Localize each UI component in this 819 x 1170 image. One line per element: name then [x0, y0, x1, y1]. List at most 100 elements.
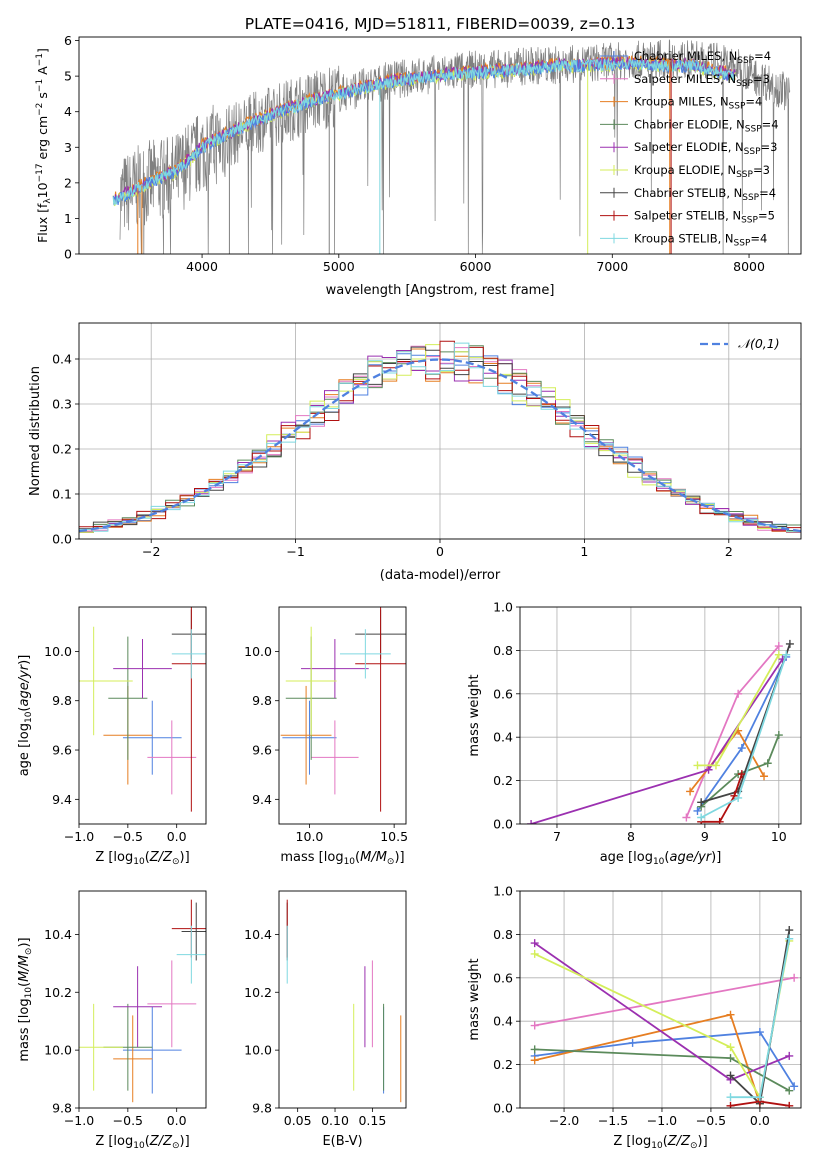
weight-marker	[697, 813, 706, 822]
weight-marker	[734, 689, 743, 698]
y-tick-label: 9.6	[52, 743, 72, 758]
legend-entry: Salpeter STELIB, NSSP=5	[634, 209, 775, 226]
label-part: (	[663, 1134, 668, 1149]
legend-entry: Kroupa ELODIE, NSSP=3	[634, 163, 770, 180]
x-axis-label: wavelength [Angstrom, rest frame]	[326, 283, 555, 298]
label-part: Kroupa MILES, N	[634, 95, 729, 109]
weight-marker	[726, 1054, 735, 1063]
label-part: )]	[394, 850, 404, 865]
x-axis-label: mass [log10(M/M⊙)]	[280, 850, 404, 867]
weight-marker	[530, 1045, 539, 1054]
x-tick-label: 7	[553, 829, 561, 844]
x-tick-label: 0.15	[358, 1113, 386, 1128]
label-part: M/M	[17, 955, 32, 982]
x-tick-label: 10	[771, 829, 787, 844]
label-part: Chabrier MILES, N	[634, 49, 737, 63]
label-part: =4	[750, 231, 767, 245]
panel-age_mass: 10.0 10.5 9.4 9.6 9.8 10.0 mass [log10(M/M⊙)]	[244, 606, 408, 867]
x-tick-label: 9	[701, 829, 709, 844]
y-tick-label: 9.8	[52, 1101, 72, 1116]
y-tick-label: 0.0	[493, 817, 513, 832]
label-part: 10	[24, 711, 34, 723]
weight-marker	[527, 820, 536, 824]
plot-area	[79, 899, 206, 1103]
label-part: −1	[35, 53, 45, 66]
panel-residuals: −2 −1 0 1 2 0.0 0.1 0.2 0.3 0.4 (data-model)/error…	[28, 322, 802, 583]
weight-line	[700, 654, 788, 819]
data-spectrum-line	[119, 39, 791, 254]
x-tick-label: 0.0	[750, 1113, 770, 1128]
x-tick-label: 8	[627, 829, 635, 844]
axes-frame	[78, 606, 207, 825]
y-tick-label: 9.6	[252, 743, 272, 758]
weight-marker	[686, 787, 695, 796]
legend-entry: Chabrier MILES, NSSP=4	[634, 49, 771, 66]
weight-marker	[785, 926, 794, 935]
label-part: =5	[758, 209, 775, 223]
x-tick-label: 8000	[733, 259, 765, 274]
label-part: =3	[753, 72, 770, 86]
y-tick-label: 5	[64, 69, 72, 84]
axes-frame	[78, 36, 802, 255]
label-part: Z/Z	[149, 1134, 173, 1149]
label-part: Chabrier STELIB, N	[634, 186, 742, 200]
x-axis-label: Z [log10(Z/Z⊙)]	[95, 1134, 189, 1151]
label-part: )]	[17, 937, 32, 947]
label-part: 10	[344, 857, 356, 867]
weight-marker	[715, 817, 724, 824]
label-part: Z [log	[95, 1134, 133, 1149]
x-tick-label: 2	[725, 544, 733, 559]
x-tick-label: −1.5	[598, 1113, 628, 1128]
label-part: )]	[180, 850, 190, 865]
x-tick-label: 4000	[186, 259, 218, 274]
y-tick-label: 0.0	[52, 532, 72, 547]
y-axis-label: mass weight	[467, 674, 482, 756]
label-part: =4	[759, 186, 776, 200]
label-part: )]	[711, 850, 721, 865]
weight-marker	[755, 1093, 764, 1102]
y-tick-label: 10.0	[44, 1043, 72, 1058]
x-tick-label: 0.0	[167, 829, 187, 844]
figure-title: PLATE=0416, MJD=51811, FIBERID=0039, z=0…	[245, 15, 635, 33]
label-part: 10	[133, 1141, 145, 1151]
label-part: ⊙	[172, 857, 180, 867]
y-tick-label: 0.8	[493, 927, 513, 942]
legend-entry: Chabrier STELIB, NSSP=4	[634, 186, 776, 203]
panel-mass_Z: −1.0 −0.5 0.09.810.010.210.4Z [log10(Z/Z⊙)…	[17, 890, 207, 1151]
axes-frame	[278, 890, 407, 1109]
x-tick-label: −0.5	[113, 1113, 143, 1128]
panel-weight_Z: −2.0 −1.5 −1.0 −0.5 0.0 0.0 0.2 0.4 0.6 0.8 1.0 Z […	[467, 884, 802, 1151]
label-part: Z/Z	[149, 850, 173, 865]
y-tick-label: 0.6	[493, 970, 513, 985]
weight-line	[685, 645, 780, 818]
panel-mass_EBV: 0.05 0.10 0.15 9.8 10.0 10.2 10.4 E(B-V)	[244, 890, 407, 1149]
plot-area	[79, 323, 801, 539]
label-part: age [log	[600, 850, 653, 865]
label-part: ]	[35, 48, 50, 53]
x-axis-label: Z [log10(Z/Z⊙)]	[613, 1134, 707, 1151]
legend-entry: 𝒩(0,1)	[738, 336, 780, 351]
x-tick-label: 0	[436, 544, 444, 559]
weight-marker	[711, 761, 720, 770]
x-tick-label: 0.10	[321, 1113, 349, 1128]
label-part: mass [log	[17, 998, 32, 1061]
gaussian-curve	[79, 358, 801, 533]
x-tick-label: −2.0	[549, 1113, 579, 1128]
label-part: Z/Z	[667, 1134, 691, 1149]
y-axis-label: age [log10(age/yr)]	[17, 655, 34, 777]
weight-marker	[726, 1101, 735, 1108]
weight-marker	[530, 939, 539, 948]
x-tick-label: 6000	[460, 259, 492, 274]
y-tick-label: 0.4	[493, 1014, 513, 1029]
weight-marker	[734, 793, 743, 802]
legend-entry: Kroupa MILES, NSSP=4	[634, 95, 762, 112]
weight-marker	[785, 1051, 794, 1060]
weight-marker	[693, 806, 702, 815]
x-tick-label: −1	[286, 544, 304, 559]
label-part: )]	[180, 1134, 190, 1149]
label-part: )]	[17, 655, 32, 665]
x-axis-label: E(B-V)	[322, 1134, 362, 1149]
weight-marker	[737, 744, 746, 753]
legend-entry: Kroupa STELIB, NSSP=4	[634, 231, 767, 248]
label-part: Salpeter STELIB, N	[634, 209, 741, 223]
